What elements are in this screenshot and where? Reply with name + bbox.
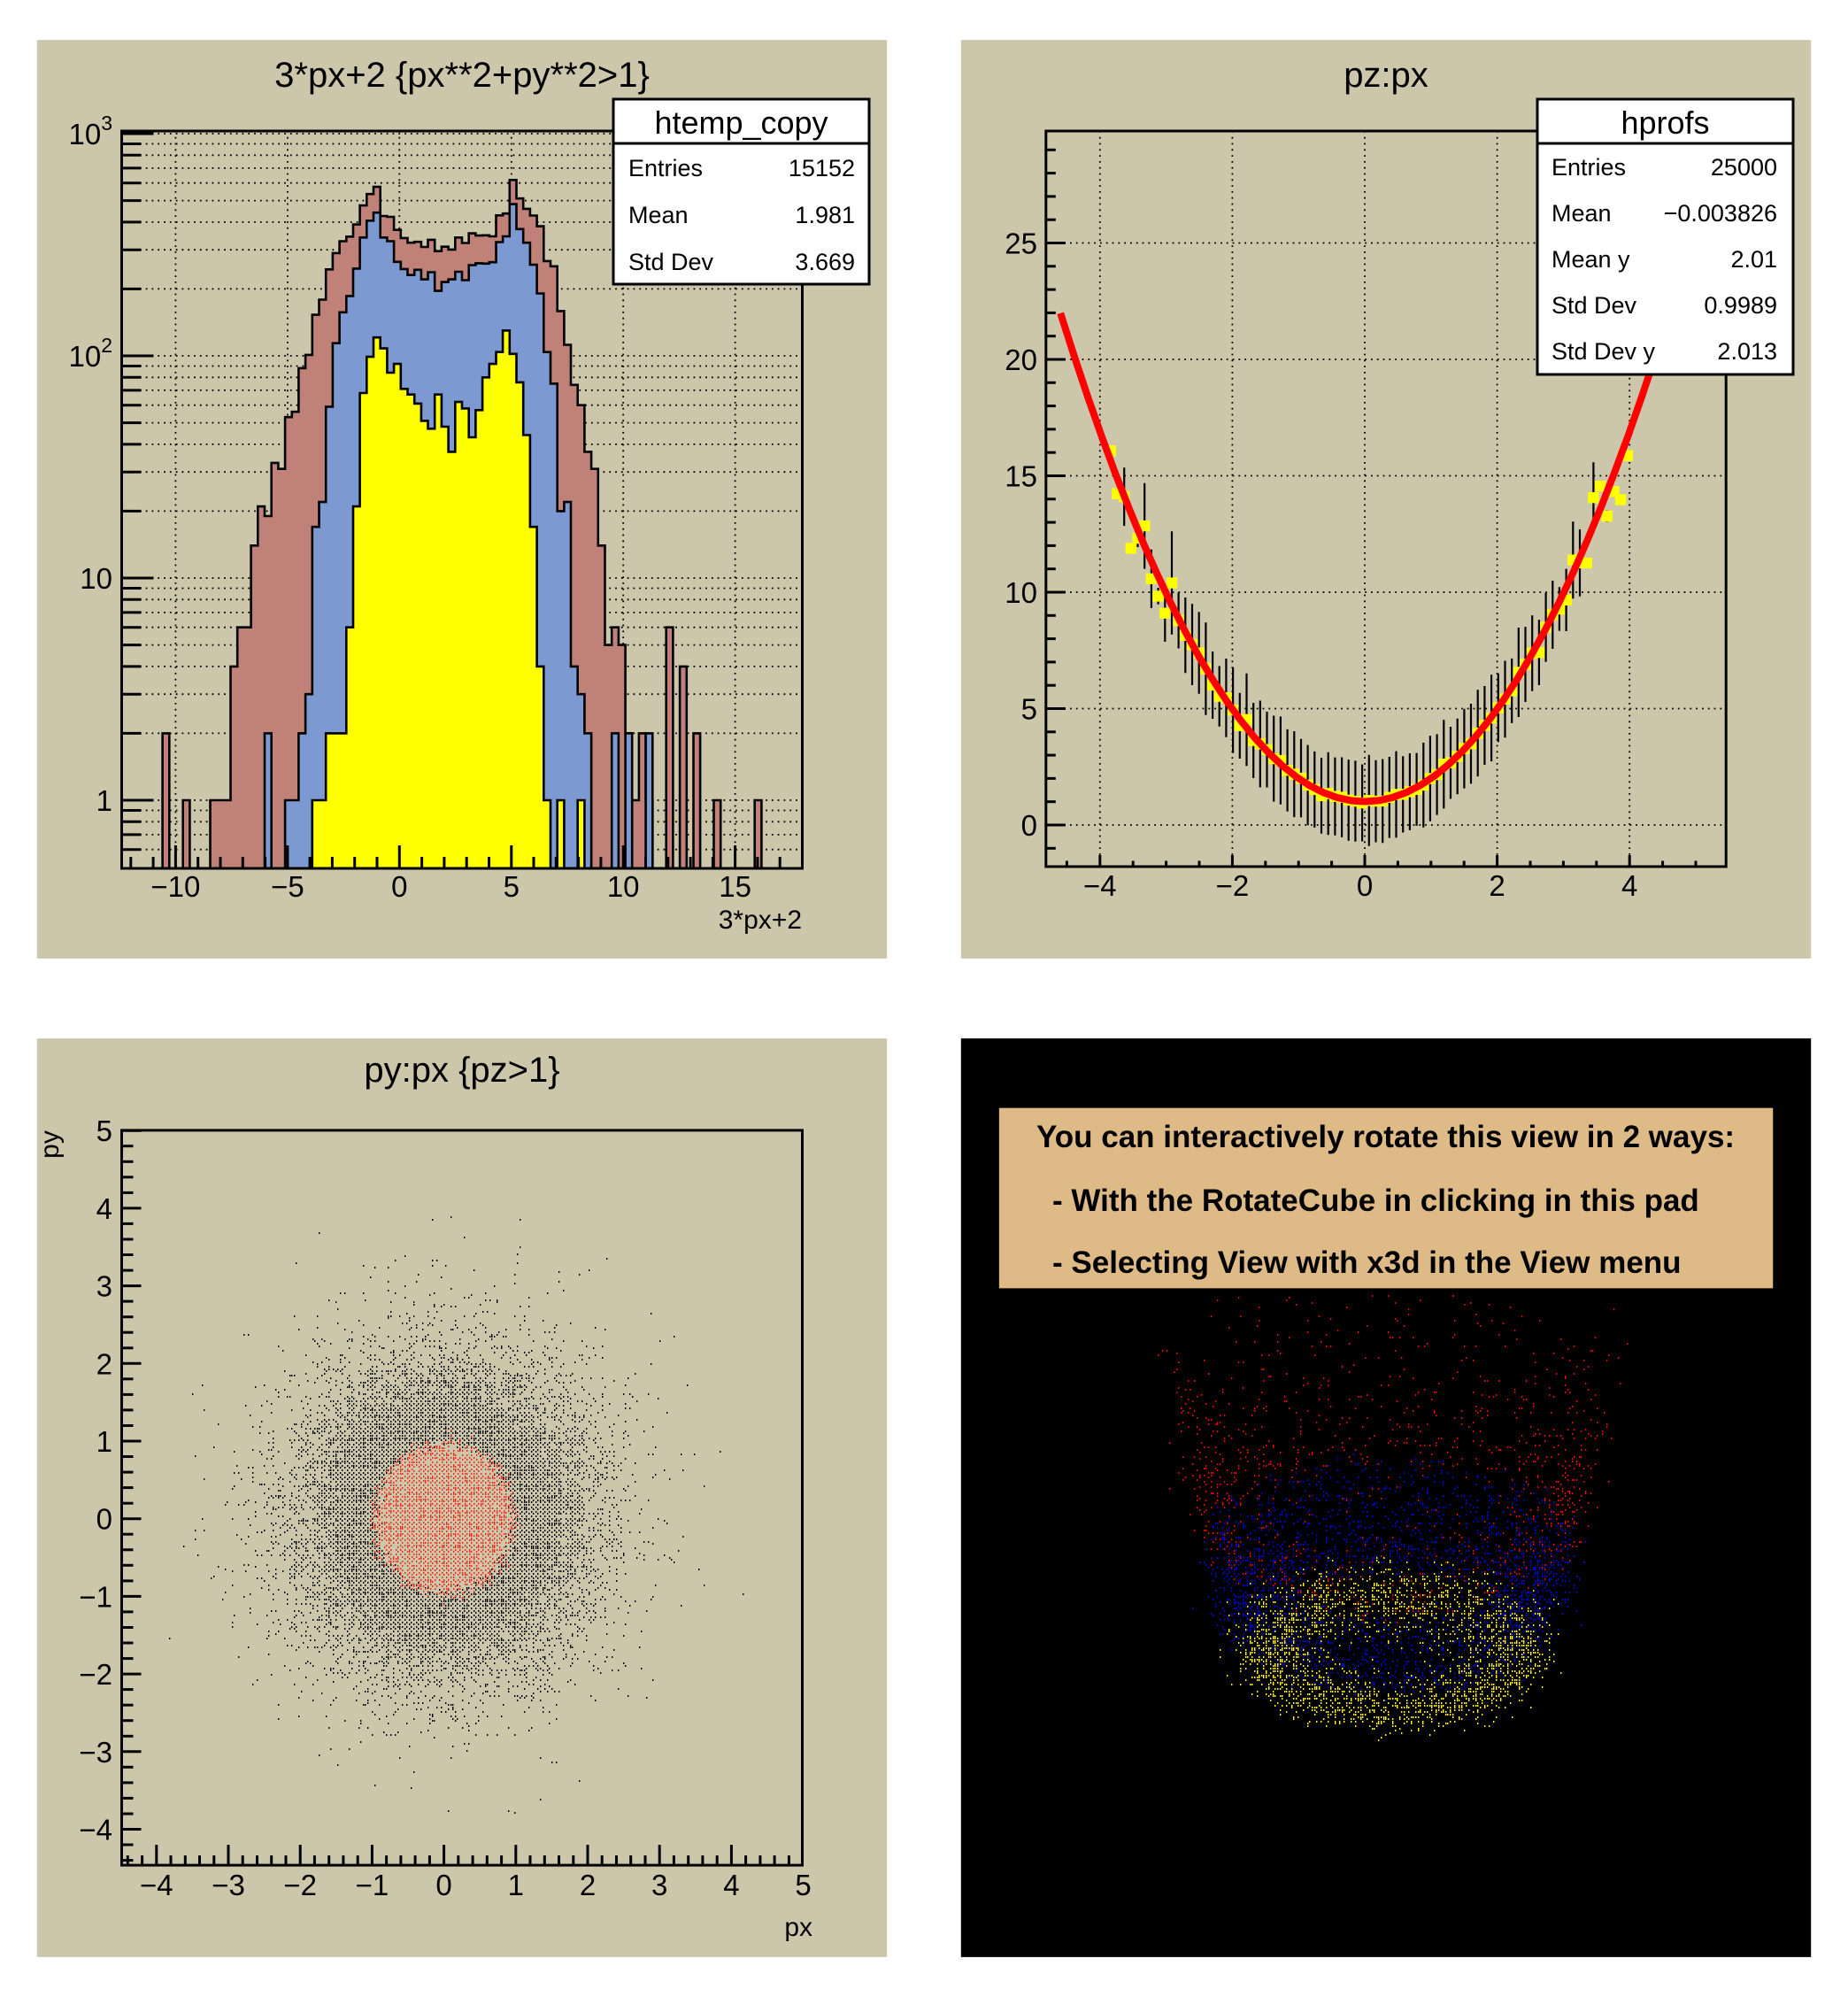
- svg-text:Entries: Entries: [1552, 154, 1626, 181]
- svg-text:Entries: Entries: [628, 155, 703, 181]
- svg-text:Mean y: Mean y: [1552, 246, 1630, 273]
- svg-text:0: 0: [1357, 869, 1373, 902]
- svg-text:−1: −1: [356, 1869, 389, 1901]
- svg-text:5: 5: [795, 1869, 811, 1901]
- svg-text:1.981: 1.981: [795, 202, 855, 228]
- svg-text:5: 5: [96, 1114, 112, 1147]
- svg-text:5: 5: [504, 870, 520, 903]
- svg-text:2: 2: [1489, 869, 1505, 902]
- svg-text:0: 0: [435, 1869, 451, 1901]
- svg-text:−0.003826: −0.003826: [1664, 200, 1777, 227]
- svg-text:0: 0: [391, 870, 407, 903]
- svg-text:2: 2: [96, 1347, 112, 1380]
- svg-text:You can interactively rotate t: You can interactively rotate this view i…: [1036, 1120, 1735, 1154]
- svg-text:0: 0: [96, 1503, 112, 1536]
- svg-text:15: 15: [719, 870, 751, 903]
- svg-text:4: 4: [723, 1869, 739, 1901]
- svg-text:3: 3: [96, 1270, 112, 1303]
- svg-text:Mean: Mean: [628, 202, 689, 228]
- svg-text:−5: −5: [271, 870, 304, 903]
- svg-text:25000: 25000: [1711, 154, 1777, 181]
- svg-text:Std Dev: Std Dev: [628, 249, 714, 275]
- svg-text:- Selecting View with x3d in t: - Selecting View with x3d in the View me…: [1052, 1245, 1682, 1280]
- svg-text:py:px {pz>1}: py:px {pz>1}: [364, 1051, 559, 1090]
- svg-text:−2: −2: [79, 1658, 112, 1691]
- svg-text:hprofs: hprofs: [1621, 104, 1709, 141]
- svg-text:2: 2: [580, 1869, 596, 1901]
- svg-text:−4: −4: [79, 1814, 112, 1847]
- svg-text:20: 20: [1005, 343, 1037, 376]
- svg-text:- With the RotateCube in click: - With the RotateCube in clicking in thi…: [1052, 1184, 1699, 1218]
- svg-text:25: 25: [1005, 227, 1037, 260]
- svg-text:3*px+2: 3*px+2: [719, 906, 802, 935]
- svg-text:10: 10: [80, 562, 112, 595]
- svg-text:−3: −3: [79, 1736, 112, 1769]
- svg-text:1: 1: [96, 1425, 112, 1458]
- svg-text:2.01: 2.01: [1730, 246, 1777, 273]
- svg-text:1: 1: [96, 784, 112, 817]
- svg-text:−2: −2: [283, 1869, 317, 1901]
- svg-text:−4: −4: [140, 1869, 173, 1901]
- svg-text:px: px: [784, 1913, 812, 1942]
- svg-text:−10: −10: [150, 870, 200, 903]
- svg-text:3.669: 3.669: [795, 249, 855, 275]
- svg-text:10: 10: [1005, 576, 1037, 609]
- svg-text:py: py: [35, 1130, 65, 1159]
- svg-text:−4: −4: [1083, 869, 1117, 902]
- svg-text:−1: −1: [79, 1580, 112, 1613]
- svg-text:2.013: 2.013: [1717, 338, 1777, 365]
- svg-text:3: 3: [651, 1869, 667, 1901]
- svg-text:10: 10: [607, 870, 640, 903]
- svg-text:15: 15: [1005, 460, 1037, 493]
- svg-text:htemp_copy: htemp_copy: [654, 104, 828, 141]
- svg-text:15152: 15152: [789, 155, 855, 181]
- svg-text:Mean: Mean: [1552, 200, 1612, 227]
- svg-text:Std Dev y: Std Dev y: [1552, 338, 1656, 365]
- svg-text:Std Dev: Std Dev: [1552, 292, 1637, 319]
- svg-text:3*px+2 {px**2+py**2>1}: 3*px+2 {px**2+py**2>1}: [274, 56, 650, 95]
- svg-text:4: 4: [96, 1192, 112, 1225]
- svg-text:−2: −2: [1216, 869, 1250, 902]
- svg-text:−3: −3: [212, 1869, 245, 1901]
- svg-text:4: 4: [1621, 869, 1637, 902]
- svg-text:0.9989: 0.9989: [1704, 292, 1777, 319]
- svg-text:pz:px: pz:px: [1344, 56, 1428, 95]
- svg-text:0: 0: [1021, 809, 1037, 842]
- svg-text:1: 1: [508, 1869, 524, 1901]
- svg-text:5: 5: [1021, 693, 1037, 726]
